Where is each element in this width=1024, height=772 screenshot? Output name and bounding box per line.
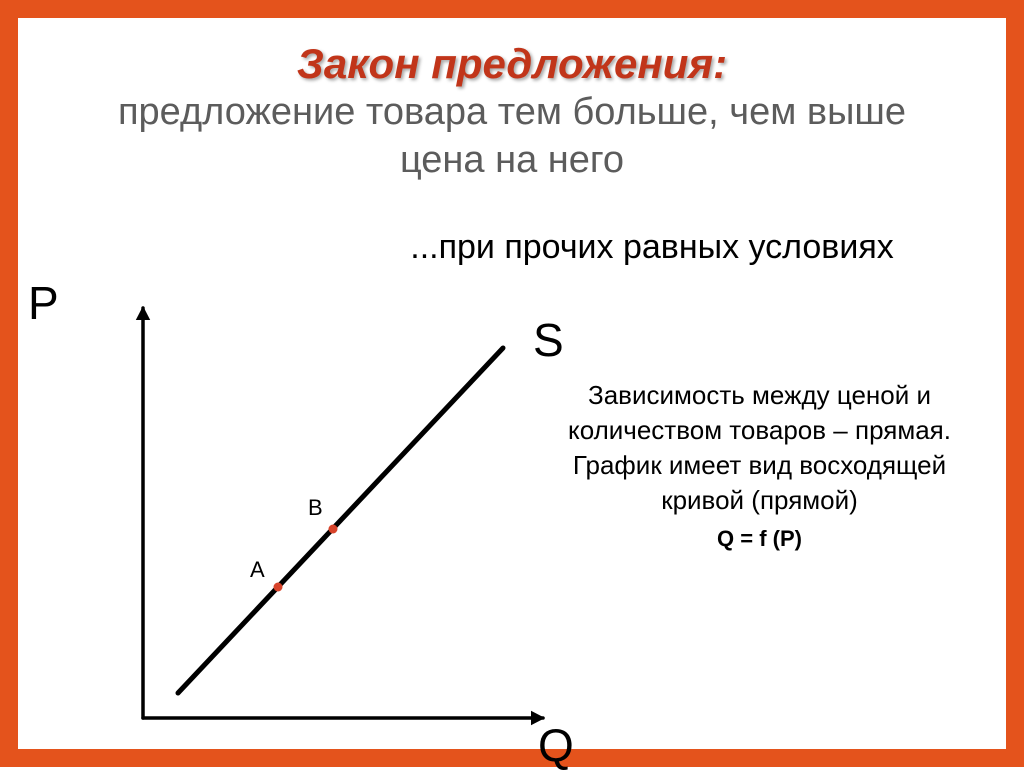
heading-block: Закон предложения: предложение товара те… <box>18 18 1006 183</box>
body-line2: количеством товаров – прямая. <box>558 413 961 448</box>
body-line3: График имеет вид восходящей <box>558 448 961 483</box>
body-formula: Q = f (P) <box>558 524 961 554</box>
point-label-a: A <box>250 557 265 582</box>
chart-svg: AB <box>73 278 573 748</box>
point-label-b: B <box>308 495 323 520</box>
body-text-block: Зависимость между ценой и количеством то… <box>558 378 961 554</box>
body-line1: Зависимость между ценой и <box>558 378 961 413</box>
axis-label-p: P <box>28 276 59 330</box>
slide-subtitle-line1: предложение товара тем больше, чем выше <box>18 90 1006 136</box>
slide-subtitle-line2: цена на него <box>18 138 1006 184</box>
slide-title: Закон предложения: <box>18 40 1006 88</box>
supply-chart: AB <box>73 278 573 748</box>
condition-text: ...при прочих равных условиях <box>338 228 966 267</box>
body-line4: кривой (прямой) <box>558 483 961 518</box>
slide-frame: Закон предложения: предложение товара те… <box>0 0 1024 767</box>
